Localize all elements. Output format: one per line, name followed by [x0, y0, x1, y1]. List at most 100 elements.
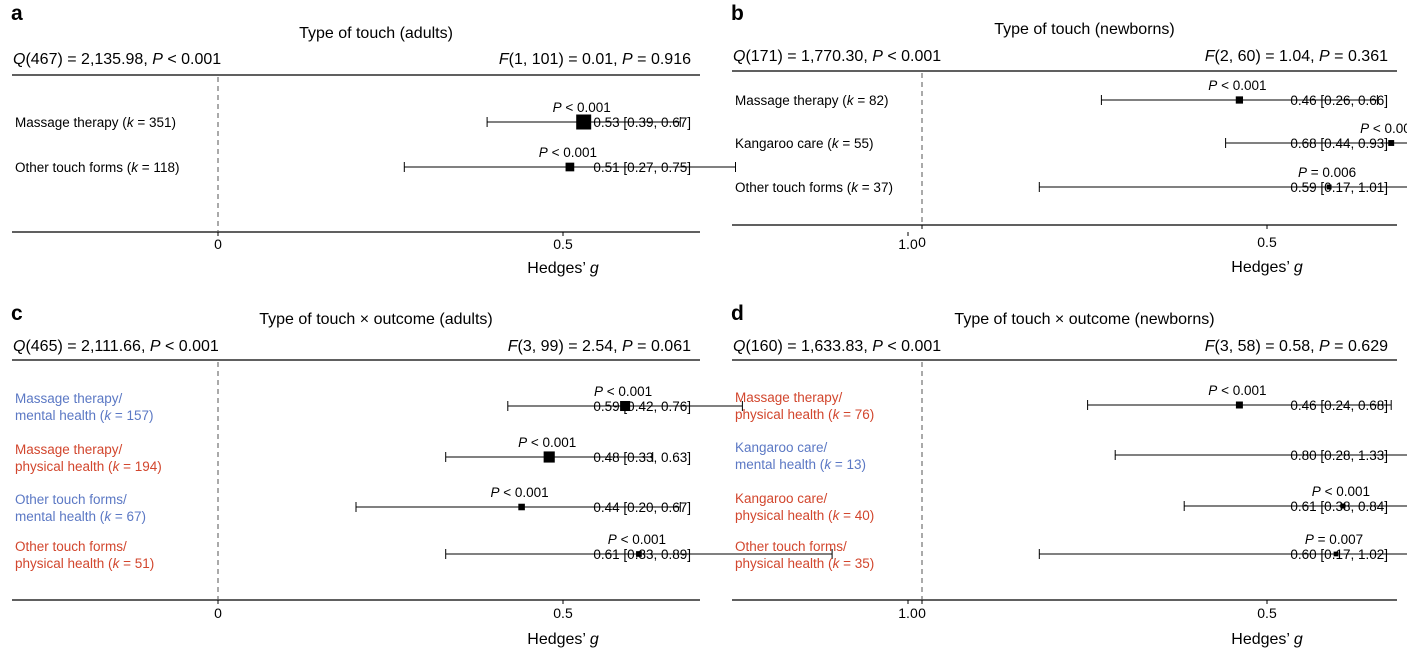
row-label: Kangaroo care (k = 55)	[735, 136, 873, 151]
panel-title: Type of touch × outcome (adults)	[259, 311, 492, 328]
effect-marker	[543, 451, 555, 463]
panel-letter: a	[11, 2, 23, 25]
effect-ci-text: 0.48 [0.33, 0.63]	[593, 450, 691, 465]
row-label: Massage therapy (k = 351)	[15, 115, 176, 130]
forest-row: Other touch forms (k = 118) P < 0.0010.51…	[15, 145, 736, 175]
p-value-label: P < 0.001	[518, 435, 576, 450]
effect-ci-text: 0.51 [0.27, 0.75]	[593, 160, 691, 175]
effect-marker	[620, 400, 631, 412]
x-axis-label: Hedges’ g	[527, 260, 599, 277]
row-label: Other touch forms/	[15, 539, 127, 554]
p-value-label: P = 0.006	[1298, 165, 1356, 180]
p-value-label: P = 0.007	[1305, 532, 1363, 547]
effect-marker	[636, 551, 642, 557]
p-value-label: P < 0.001	[1312, 484, 1370, 499]
effect-ci-text: 0.59 [0.17, 1.01]	[1290, 180, 1388, 195]
row-label: Massage therapy/	[15, 391, 123, 406]
row-label: physical health (k = 35)	[735, 556, 874, 571]
forest-row: Massage therapy (k = 82) P < 0.001 0.46 [0…	[735, 78, 1388, 108]
effect-ci-text: 0.60 [0.17, 1.02]	[1290, 547, 1388, 562]
heterogeneity-stat: Q(160) = 1,633.83, P < 0.001	[733, 338, 941, 355]
effect-ci-text: 0.44 [0.20, 0.67]	[593, 500, 691, 515]
heterogeneity-stat: Q(465) = 2,111.66, P < 0.001	[13, 338, 219, 355]
effect-ci-text: 0.61 [0.38, 0.84]	[1290, 499, 1388, 514]
p-value-label: P < 0.001	[1208, 78, 1266, 93]
p-value-label: P < 0.001	[594, 384, 652, 399]
x-tick-label: 0.5	[553, 605, 573, 621]
row-label: Other touch forms/	[15, 492, 127, 507]
row-label: mental health (k = 13)	[735, 457, 866, 472]
x-tick-label: 0	[214, 605, 222, 621]
row-label: physical health (k = 51)	[15, 556, 154, 571]
x-tick-label: 0.5	[1257, 234, 1277, 250]
row-label: Other touch forms/	[735, 539, 847, 554]
row-label: physical health (k = 194)	[15, 459, 162, 474]
effect-marker	[1235, 401, 1243, 409]
panel-letter: c	[11, 302, 23, 325]
panel-d: d Type of touch × outcome (newborns) Q(160…	[731, 302, 1407, 648]
effect-ci-text: 0.68 [0.44, 0.93]	[1290, 136, 1388, 151]
panel-letter: d	[731, 302, 744, 325]
effect-ci-text: 0.46 [0.26, 0.66]	[1290, 93, 1388, 108]
row-label: Massage therapy/	[15, 442, 123, 457]
p-value-label: P < 0.001	[553, 100, 611, 115]
forest-row: Kangaroo care/mental health (k = 13)P = …	[735, 440, 1407, 472]
row-label: Kangaroo care/	[735, 491, 828, 506]
effect-marker	[1235, 96, 1244, 104]
moderator-stat: F(3, 99) = 2.54, P = 0.061	[508, 338, 691, 355]
x-axis-label: Hedges’ g	[527, 631, 599, 648]
row-label: Kangaroo care/	[735, 440, 828, 455]
forest-row: Other touch forms (k = 37) P = 0.0060.59 …	[735, 165, 1407, 195]
moderator-stat: F(2, 60) = 1.04, P = 0.361	[1205, 48, 1388, 65]
forest-row: Other touch forms/physical health (k = 3…	[735, 532, 1407, 571]
forest-row: Massage therapy/physical health (k = 76)…	[735, 383, 1392, 422]
x-tick-label: 0.5	[553, 236, 573, 252]
p-value-label: P < 0.001	[1208, 383, 1266, 398]
panel-letter: b	[731, 2, 744, 25]
panel-a: a Type of touch (adults) Q(467) = 2,135.98…	[11, 2, 918, 277]
effect-marker	[1333, 551, 1339, 557]
row-label: Other touch forms (k = 37)	[735, 180, 893, 195]
heterogeneity-stat: Q(171) = 1,770.30, P < 0.001	[733, 48, 941, 65]
p-value-label: P < 0.001	[608, 532, 666, 547]
row-label: Massage therapy (k = 82)	[735, 93, 888, 108]
panel-b: b Type of touch (newborns) Q(171) = 1,770.…	[731, 2, 1407, 276]
row-label: mental health (k = 157)	[15, 408, 153, 423]
row-label: Other touch forms (k = 118)	[15, 160, 179, 175]
x-tick-label: 1.0	[898, 236, 918, 252]
x-tick-label: 0	[918, 605, 926, 621]
effect-ci-text: 0.46 [0.24, 0.68]	[1290, 398, 1388, 413]
forest-row: Kangaroo care/physical health (k = 40) P …	[735, 484, 1407, 523]
row-label: physical health (k = 40)	[735, 508, 874, 523]
x-axis-label: Hedges’ g	[1231, 259, 1303, 276]
panel-title: Type of touch (newborns)	[994, 21, 1175, 38]
row-label: mental health (k = 67)	[15, 509, 146, 524]
heterogeneity-stat: Q(467) = 2,135.98, P < 0.001	[13, 51, 221, 68]
x-axis-label: Hedges’ g	[1231, 631, 1303, 648]
forest-row: Other touch forms/physical health (k = 5…	[15, 532, 833, 571]
forest-row: Massage therapy/physical health (k = 194…	[15, 435, 691, 474]
effect-ci-text: 0.61 [0.33, 0.89]	[593, 547, 691, 562]
row-label: Massage therapy/	[735, 390, 843, 405]
moderator-stat: F(3, 58) = 0.58, P = 0.629	[1205, 338, 1388, 355]
effect-marker	[518, 503, 525, 511]
effect-ci-text: 0.53 [0.39, 0.67]	[593, 115, 691, 130]
x-tick-label: 0	[918, 234, 926, 250]
effect-ci-text: 0.80 [0.28, 1.33]	[1290, 448, 1388, 463]
p-value-label: P < 0.001	[491, 485, 549, 500]
forest-row: Other touch forms/mental health (k = 67)…	[15, 485, 691, 524]
x-tick-label: 1.0	[898, 605, 918, 621]
panel-c: c Type of touch × outcome (adults) Q(465) …	[11, 302, 918, 648]
effect-ci-text: 0.59 [0.42, 0.76]	[593, 399, 691, 414]
moderator-stat: F(1, 101) = 0.01, P = 0.916	[499, 51, 691, 68]
x-tick-label: 0.5	[1257, 605, 1277, 621]
p-value-label: P < 0.001	[539, 145, 597, 160]
panel-title: Type of touch × outcome (newborns)	[954, 311, 1214, 328]
effect-marker	[576, 114, 592, 130]
row-label: physical health (k = 76)	[735, 407, 874, 422]
forest-row: Massage therapy/mental health (k = 157) P…	[15, 384, 743, 423]
panel-title: Type of touch (adults)	[299, 25, 453, 42]
